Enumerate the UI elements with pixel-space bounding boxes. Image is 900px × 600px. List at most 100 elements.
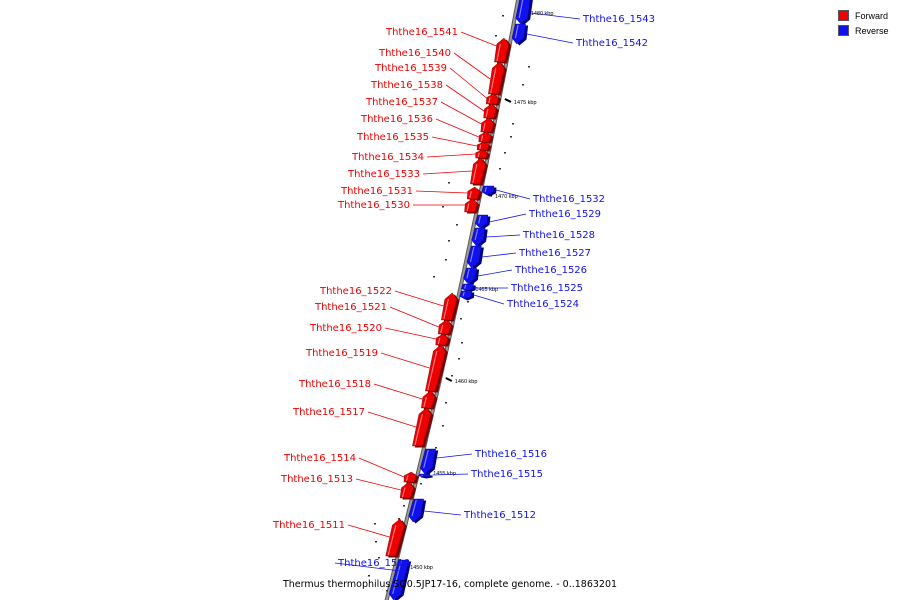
gene-leader-line xyxy=(373,383,423,400)
gene-label[interactable]: Ththe16_1513 xyxy=(280,474,353,485)
gene-label[interactable]: Ththe16_1522 xyxy=(319,286,392,297)
gene-label[interactable]: Ththe16_1536 xyxy=(360,114,433,125)
gene-ththe16-1534[interactable]: Ththe16_1534 xyxy=(351,149,491,163)
gene-arrow-highlight xyxy=(518,0,524,19)
gene-leader-line xyxy=(423,510,462,516)
gene-ththe16-1535[interactable]: Ththe16_1535 xyxy=(356,132,492,152)
gene-ththe16-1540[interactable]: Ththe16_1540 xyxy=(378,48,507,96)
gene-label[interactable]: Ththe16_1514 xyxy=(283,453,356,464)
gene-ththe16-1529[interactable]: Ththe16_1529 xyxy=(474,209,601,230)
scale-major-tick xyxy=(504,98,512,103)
gene-arrow-highlight xyxy=(485,108,489,118)
scale-minor-tick xyxy=(472,283,474,285)
gene-label[interactable]: Ththe16_1517 xyxy=(292,407,365,418)
gene-label[interactable]: Ththe16_1519 xyxy=(305,348,378,359)
gene-ththe16-1533[interactable]: Ththe16_1533 xyxy=(347,157,488,186)
gene-label[interactable]: Ththe16_1515 xyxy=(470,469,543,480)
gene-ththe16-1520[interactable]: Ththe16_1520 xyxy=(309,323,451,347)
gene-ththe16-1538[interactable]: Ththe16_1538 xyxy=(370,80,499,120)
gene-arrow-highlight xyxy=(488,97,491,104)
scale-minor-tick xyxy=(458,358,460,360)
gene-ththe16-1514[interactable]: Ththe16_1514 xyxy=(283,453,419,484)
gene-label[interactable]: Ththe16_1542 xyxy=(575,38,648,49)
gene-arrow-highlight xyxy=(427,350,438,391)
scale-major-tick xyxy=(445,377,453,382)
gene-leader-line xyxy=(422,170,472,175)
gene-ththe16-1536[interactable]: Ththe16_1536 xyxy=(360,114,494,144)
gene-arrow-highlight xyxy=(490,67,497,94)
gene-ththe16-1526[interactable]: Ththe16_1526 xyxy=(463,265,587,286)
gene-arrow xyxy=(408,498,424,523)
gene-label[interactable]: Ththe16_1510 xyxy=(337,558,410,569)
gene-arrow-highlight xyxy=(479,144,482,150)
scale-minor-tick xyxy=(374,523,376,525)
gene-label[interactable]: Ththe16_1535 xyxy=(356,132,429,143)
scale-minor-tick xyxy=(398,518,400,520)
scale-minor-tick xyxy=(420,483,422,485)
gene-label[interactable]: Ththe16_1520 xyxy=(309,323,382,334)
gene-label[interactable]: Ththe16_1529 xyxy=(528,209,601,220)
scale-minor-tick xyxy=(442,425,444,427)
gene-arrow-highlight xyxy=(472,163,478,184)
gene-ththe16-1528[interactable]: Ththe16_1528 xyxy=(471,227,595,248)
gene-label[interactable]: Ththe16_1531 xyxy=(340,186,413,197)
gene-arrow-highlight xyxy=(405,475,409,482)
gene-label[interactable]: Ththe16_1538 xyxy=(370,80,443,91)
gene-ththe16-1517[interactable]: Ththe16_1517 xyxy=(292,407,434,448)
gene-ththe16-1511[interactable]: Ththe16_1511 xyxy=(272,518,407,558)
gene-arrow-highlight xyxy=(474,228,479,241)
gene-ththe16-1527[interactable]: Ththe16_1527 xyxy=(466,245,591,270)
gene-label[interactable]: Ththe16_1537 xyxy=(365,97,438,108)
gene-ththe16-1530[interactable]: Ththe16_1530 xyxy=(337,198,480,214)
gene-ththe16-1518[interactable]: Ththe16_1518 xyxy=(298,379,438,410)
gene-arrow-highlight xyxy=(466,268,470,279)
gene-ththe16-1537[interactable]: Ththe16_1537 xyxy=(365,97,497,134)
gene-label[interactable]: Ththe16_1541 xyxy=(385,27,458,38)
gene-label[interactable]: Ththe16_1543 xyxy=(582,14,655,25)
gene-label[interactable]: Ththe16_1530 xyxy=(337,200,410,211)
gene-leader-line xyxy=(530,12,581,20)
gene-label[interactable]: Ththe16_1525 xyxy=(510,283,583,294)
gene-ththe16-1525[interactable]: Ththe16_1525 xyxy=(460,283,583,294)
gene-ththe16-1521[interactable]: Ththe16_1521 xyxy=(314,302,454,336)
gene-label[interactable]: Ththe16_1532 xyxy=(532,194,605,205)
gene-ththe16-1512[interactable]: Ththe16_1512 xyxy=(408,498,536,524)
gene-ththe16-1543[interactable]: Ththe16_1543 xyxy=(515,0,655,26)
gene-ththe16-1510[interactable]: Ththe16_1510 xyxy=(334,558,412,600)
gene-label[interactable]: Ththe16_1533 xyxy=(347,169,420,180)
gene-label[interactable]: Ththe16_1528 xyxy=(522,230,595,241)
gene-ththe16-1532[interactable]: Ththe16_1532 xyxy=(481,185,605,205)
gene-ththe16-1531[interactable]: Ththe16_1531 xyxy=(340,186,483,201)
gene-label[interactable]: Ththe16_1518 xyxy=(298,379,371,390)
gene-label[interactable]: Ththe16_1539 xyxy=(374,63,447,74)
scale-minor-tick xyxy=(435,447,437,449)
gene-label[interactable]: Ththe16_1534 xyxy=(351,152,424,163)
gene-leader-line xyxy=(380,352,430,369)
gene-ththe16-1516[interactable]: Ththe16_1516 xyxy=(419,448,547,476)
legend-swatch-reverse xyxy=(838,25,849,36)
gene-arrow xyxy=(474,214,489,229)
gene-label[interactable]: Ththe16_1516 xyxy=(474,449,547,460)
gene-label[interactable]: Ththe16_1512 xyxy=(463,510,536,521)
gene-label[interactable]: Ththe16_1526 xyxy=(514,265,587,276)
gene-label[interactable]: Ththe16_1521 xyxy=(314,302,387,313)
gene-label[interactable]: Ththe16_1527 xyxy=(518,248,591,259)
legend-label-reverse: Reverse xyxy=(855,25,889,36)
scale-label: 1455 kbp xyxy=(433,471,456,477)
gene-label[interactable]: Ththe16_1511 xyxy=(272,520,345,531)
scale-minor-tick xyxy=(499,168,501,170)
gene-label[interactable]: Ththe16_1540 xyxy=(378,48,451,59)
gene-ththe16-1541[interactable]: Ththe16_1541 xyxy=(385,27,512,64)
gene-ththe16-1542[interactable]: Ththe16_1542 xyxy=(511,23,648,49)
gene-leader-line xyxy=(460,31,497,47)
gene-ththe16-1539[interactable]: Ththe16_1539 xyxy=(374,63,502,106)
gene-label[interactable]: Ththe16_1524 xyxy=(506,299,579,310)
gene-ththe16-1524[interactable]: Ththe16_1524 xyxy=(459,290,580,310)
gene-leader-line xyxy=(436,453,473,459)
scale-minor-tick xyxy=(502,15,504,17)
gene-ththe16-1515[interactable]: Ththe16_1515 xyxy=(417,469,543,480)
gene-leader-line xyxy=(394,290,444,307)
gene-arrow-highlight xyxy=(466,203,470,212)
gene-leader-line xyxy=(489,213,527,223)
gene-ththe16-1513[interactable]: Ththe16_1513 xyxy=(280,474,416,500)
